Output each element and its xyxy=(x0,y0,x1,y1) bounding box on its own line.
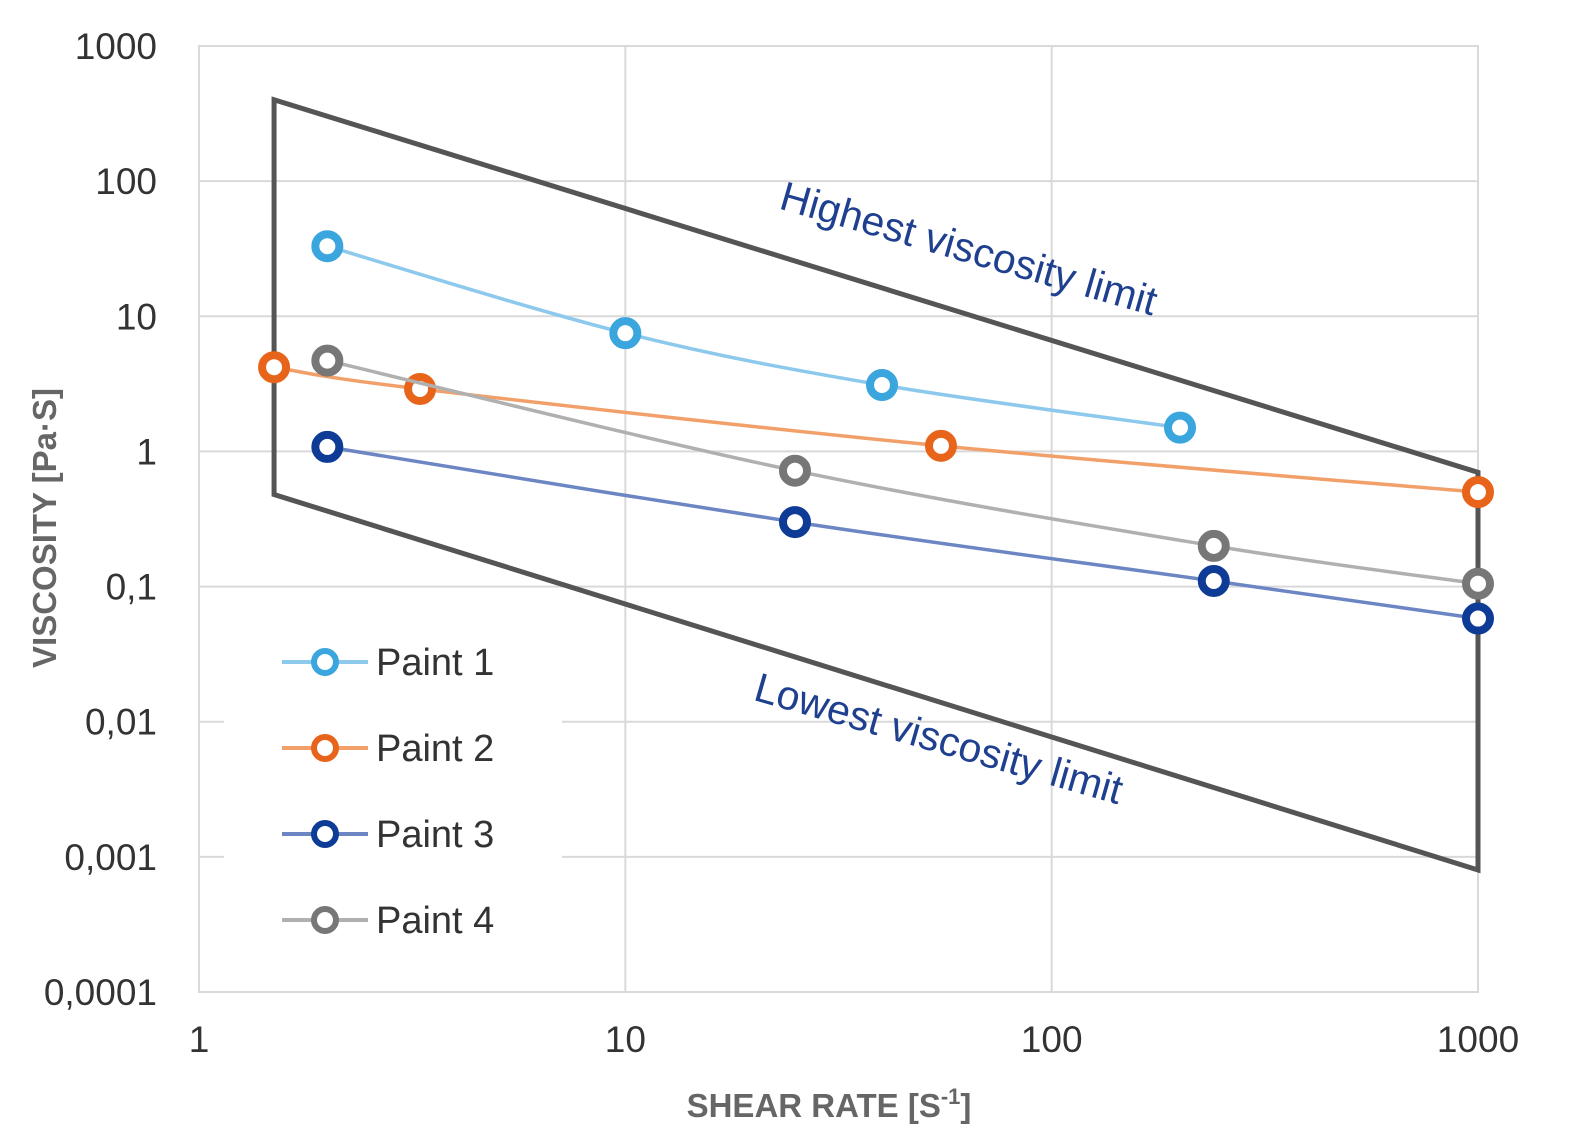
series-line xyxy=(326,244,1181,430)
legend-item: Paint 3 xyxy=(282,814,494,856)
data-point xyxy=(778,454,811,487)
legend-marker xyxy=(311,906,339,934)
y-axis-title: VISCOSITY [Pa·S] xyxy=(26,388,63,668)
legend-item: Paint 1 xyxy=(282,642,494,684)
legend: Paint 1 Paint 2 Paint 3 Paint 4 xyxy=(224,620,562,962)
legend-label: Paint 2 xyxy=(376,728,494,770)
data-point xyxy=(311,230,344,263)
data-point xyxy=(778,506,811,539)
legend-marker xyxy=(311,648,339,676)
y-tick-label: 0,0001 xyxy=(44,972,157,1013)
y-tick-label: 1000 xyxy=(75,26,157,67)
data-point xyxy=(866,369,899,402)
x-tick-label: 1 xyxy=(189,1019,210,1060)
highest-limit-label: Highest viscosity limit xyxy=(775,173,1163,325)
legend-label: Paint 1 xyxy=(376,642,494,684)
legend-marker xyxy=(311,820,339,848)
legend-marker xyxy=(311,734,339,762)
series-line xyxy=(273,365,1479,494)
data-point xyxy=(1462,567,1494,600)
series-layer xyxy=(258,230,1494,635)
data-point xyxy=(1164,411,1197,444)
lowest-limit-label: Lowest viscosity limit xyxy=(750,664,1129,813)
y-tick-label: 100 xyxy=(95,161,157,202)
series-paint-3 xyxy=(311,430,1494,635)
legend-label: Paint 3 xyxy=(376,814,494,856)
x-axis-title: SHEAR RATE [S-1] xyxy=(687,1084,972,1124)
series-paint-4 xyxy=(311,344,1494,600)
data-point xyxy=(1462,602,1494,635)
y-tick-label: 0,001 xyxy=(64,837,157,878)
data-point xyxy=(924,429,957,462)
series-paint-2 xyxy=(258,351,1494,509)
series-paint-1 xyxy=(311,230,1197,444)
data-point xyxy=(258,351,291,384)
x-tick-label: 10 xyxy=(605,1019,646,1060)
data-point xyxy=(1197,564,1230,597)
y-tick-label: 0,01 xyxy=(85,702,157,743)
x-tick-label: 1000 xyxy=(1437,1019,1519,1060)
data-point xyxy=(311,344,344,377)
legend-background xyxy=(224,620,562,962)
y-axis-ticks: 1000 100 10 1 0,1 0,01 0,001 0,0001 xyxy=(44,26,157,1013)
series-line xyxy=(326,358,1479,586)
legend-item: Paint 2 xyxy=(282,728,494,770)
x-axis-ticks: 1 10 100 1000 xyxy=(189,1019,1519,1060)
data-point xyxy=(1197,529,1230,562)
data-point xyxy=(1462,476,1494,509)
legend-item: Paint 4 xyxy=(282,900,494,942)
y-tick-label: 1 xyxy=(136,431,157,472)
x-tick-label: 100 xyxy=(1021,1019,1083,1060)
data-point xyxy=(311,430,344,463)
data-point xyxy=(609,317,642,350)
y-tick-label: 0,1 xyxy=(106,567,157,608)
y-tick-label: 10 xyxy=(116,296,157,337)
legend-label: Paint 4 xyxy=(376,900,494,942)
series-line xyxy=(327,445,1479,621)
